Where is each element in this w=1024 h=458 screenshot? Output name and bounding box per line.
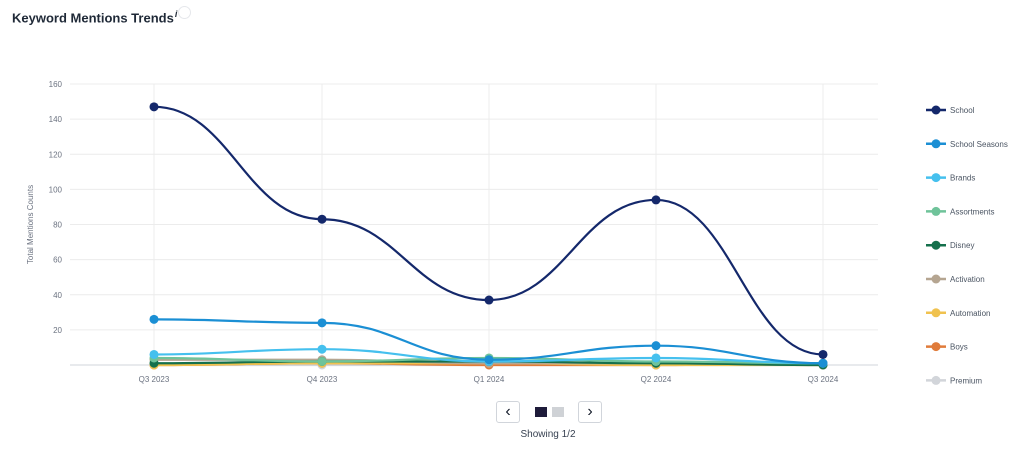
data-point: [317, 214, 327, 224]
x-tick-label: Q4 2023: [307, 375, 338, 384]
legend-marker: [931, 274, 941, 284]
data-point: [651, 195, 661, 205]
info-circle-icon: [178, 6, 192, 19]
y-tick-label: 100: [49, 185, 63, 194]
data-point: [818, 349, 828, 359]
legend-label: School Seasons: [950, 140, 1008, 149]
y-tick-label: 20: [53, 326, 62, 335]
page-indicator-1[interactable]: [535, 407, 547, 417]
legend-marker: [931, 105, 941, 115]
legend-marker: [931, 308, 941, 318]
data-point: [149, 102, 159, 112]
chart-title-text: Keyword Mentions Trends: [12, 10, 174, 26]
legend-label: Automation: [950, 309, 990, 318]
data-point: [149, 314, 159, 324]
legend-label: Premium: [950, 376, 982, 385]
pagination-status: Showing 1/2: [520, 429, 576, 440]
legend-label: School: [950, 106, 975, 115]
x-tick-label: Q2 2024: [641, 375, 672, 384]
legend-marker: [931, 139, 941, 149]
legend-label: Activation: [950, 275, 985, 284]
y-tick-label: 60: [53, 256, 62, 265]
y-tick-label: 160: [49, 80, 63, 89]
legend-marker: [931, 342, 941, 352]
legend-item-assortments[interactable]: Assortments: [926, 206, 994, 217]
chevron-left-icon: ‹: [505, 403, 511, 420]
info-icon[interactable]: i: [174, 9, 178, 19]
x-tick-label: Q1 2024: [474, 375, 505, 384]
data-point: [317, 344, 327, 354]
x-tick-label: Q3 2023: [139, 375, 170, 384]
legend-label: Brands: [950, 174, 975, 183]
legend-item-school-seasons[interactable]: School Seasons: [926, 139, 1008, 149]
data-point: [484, 295, 494, 305]
legend-label: Assortments: [950, 207, 994, 216]
legend-item-automation[interactable]: Automation: [926, 308, 990, 318]
series-school-seasons: [149, 314, 828, 368]
legend-item-boys[interactable]: Boys: [926, 342, 968, 352]
data-point: [317, 356, 327, 366]
legend-item-premium[interactable]: Premium: [926, 375, 982, 386]
y-tick-label: 140: [49, 115, 63, 124]
legend-item-school[interactable]: School: [926, 105, 975, 116]
legend-label: Disney: [950, 241, 974, 250]
legend-marker: [931, 206, 941, 216]
previous-page-button[interactable]: ‹: [496, 401, 520, 423]
data-point: [651, 353, 661, 363]
y-tick-label: 80: [53, 221, 62, 230]
chevron-right-icon: ›: [587, 403, 593, 420]
legend-marker: [931, 375, 941, 385]
series-school: [149, 102, 828, 359]
page-indicator-2[interactable]: [552, 407, 564, 417]
data-point: [651, 341, 661, 351]
legend-item-disney[interactable]: Disney: [926, 240, 974, 251]
y-tick-label: 120: [49, 150, 63, 159]
data-point: [317, 318, 327, 328]
line-chart: 20 40 60 80 100 120 140 160 Q3 2023 Q4 2023 Q1 202…: [26, 80, 1008, 386]
legend-marker: [931, 173, 941, 183]
data-point: [484, 355, 494, 365]
y-axis-label: Total Mentions Counts: [26, 185, 35, 264]
legend-marker: [931, 240, 941, 250]
chart-title: Keyword Mentions Trendsi: [12, 6, 192, 26]
legend-label: Boys: [950, 343, 968, 352]
legend-item-brands[interactable]: Brands: [926, 173, 975, 183]
data-point: [818, 358, 828, 368]
next-page-button[interactable]: ›: [578, 401, 602, 423]
legend-item-activation[interactable]: Activation: [926, 274, 985, 285]
data-point: [149, 349, 159, 359]
y-tick-label: 40: [53, 291, 62, 300]
x-tick-label: Q3 2024: [808, 375, 839, 384]
